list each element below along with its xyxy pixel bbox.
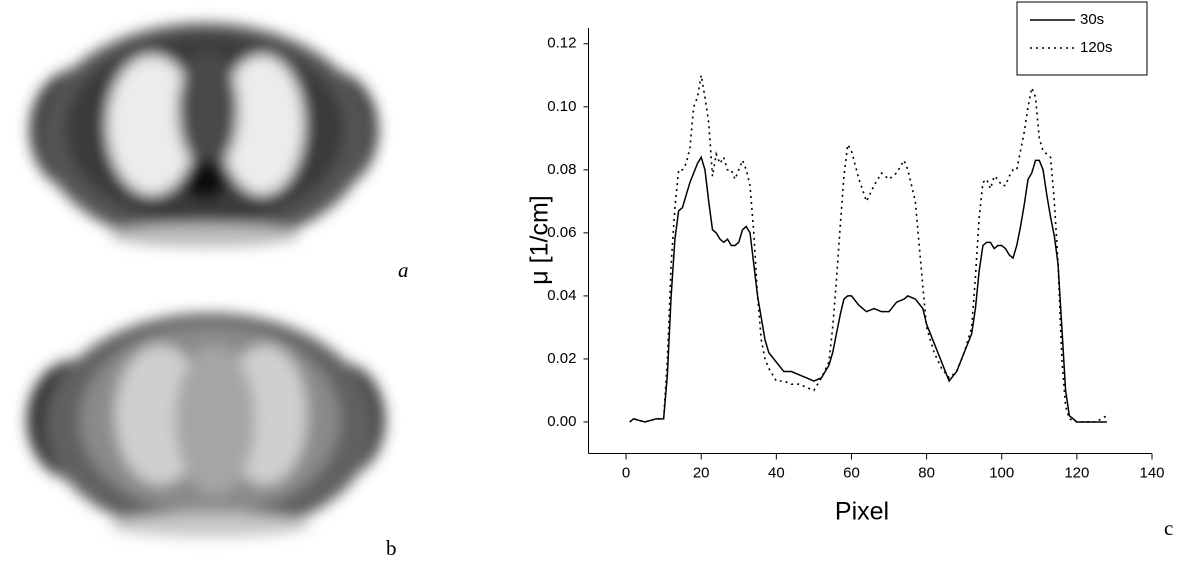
legend-label: 30s — [1080, 11, 1104, 28]
x-tick-label: 40 — [768, 464, 785, 481]
x-axis-label: Pixel — [835, 498, 889, 526]
x-tick-label: 140 — [1139, 464, 1164, 481]
image-a — [30, 23, 378, 247]
series-line — [629, 75, 1108, 423]
panel-label: c — [1164, 516, 1173, 540]
legend-label: 120s — [1080, 39, 1113, 56]
y-tick-label: 0.00 — [547, 413, 576, 430]
y-tick-label: 0.08 — [547, 161, 576, 178]
x-tick-label: 100 — [989, 464, 1014, 481]
y-axis-label: μ [1/cm] — [526, 195, 554, 284]
y-tick-label: 0.10 — [547, 98, 576, 115]
panel-label: b — [386, 536, 397, 560]
y-tick-label: 0.12 — [547, 35, 576, 52]
panel-label: a — [398, 258, 409, 282]
image-b — [27, 313, 385, 537]
y-tick-label: 0.04 — [547, 287, 576, 304]
series-line — [629, 155, 1107, 423]
y-tick-label: 0.06 — [547, 224, 576, 241]
x-tick-label: 0 — [622, 464, 630, 481]
y-tick-label: 0.02 — [547, 350, 576, 367]
legend-box — [1016, 1, 1148, 76]
x-tick-label: 80 — [918, 464, 935, 481]
x-tick-label: 60 — [843, 464, 860, 481]
x-tick-label: 20 — [693, 464, 710, 481]
x-tick-label: 120 — [1064, 464, 1089, 481]
